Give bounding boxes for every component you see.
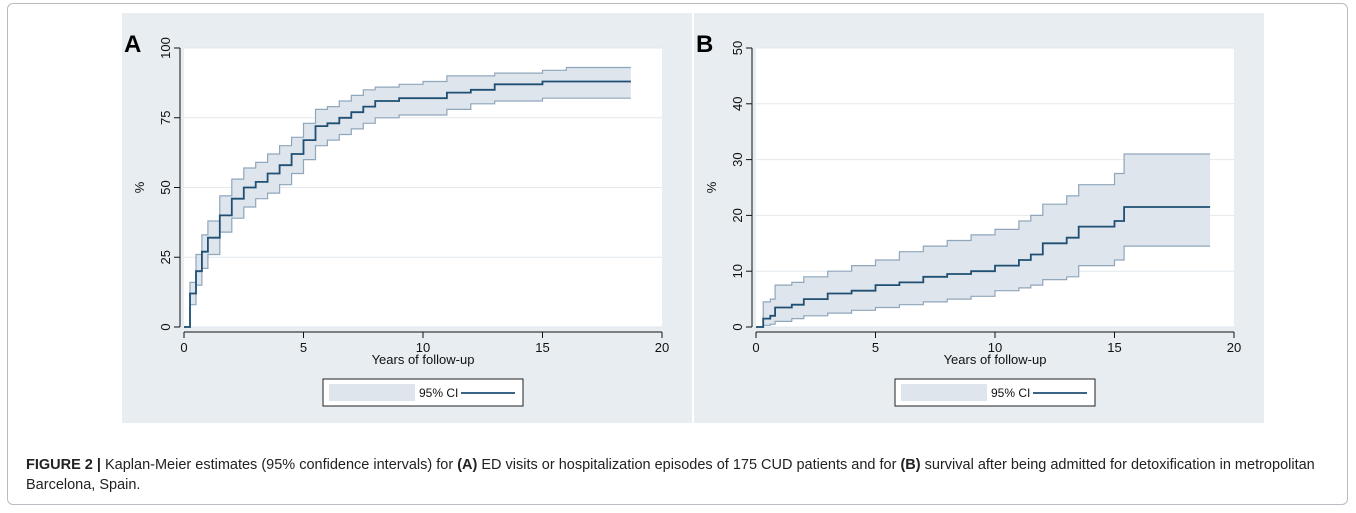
ci-lower-line — [184, 97, 631, 328]
y-axis-title: % — [704, 181, 719, 193]
caption-part-4: survival after being admitted for detoxi… — [26, 457, 1315, 493]
caption-part-2: ED visits or hospitalization episodes of… — [477, 457, 901, 473]
y-tick-label-75: 75 — [158, 111, 173, 125]
x-axis-title: Years of follow-up — [944, 352, 1047, 367]
panel-label-b: B — [696, 31, 713, 58]
y-tick-label-0: 0 — [158, 323, 173, 330]
estimate-line — [756, 206, 1211, 328]
y-tick-label-30: 30 — [730, 152, 745, 166]
y-tick-label-40: 40 — [730, 97, 745, 111]
y-tick-label-0: 0 — [730, 323, 745, 330]
x-tick-label-0: 0 — [752, 340, 759, 355]
ci-band — [184, 67, 631, 327]
x-tick-label-5: 5 — [300, 340, 307, 355]
x-tick-label-15: 15 — [1107, 340, 1121, 355]
figure-caption: FIGURE 2 | Kaplan-Meier estimates (95% c… — [26, 455, 1326, 495]
ci-lower-line — [756, 245, 1211, 328]
y-tick-label-50: 50 — [730, 41, 745, 55]
x-tick-label-10: 10 — [416, 340, 430, 355]
panel-a: 0 25 50 75 100 0 5 10 15 20 A Years of follow-up% 95… — [122, 13, 692, 423]
x-tick-label-20: 20 — [655, 340, 669, 355]
y-tick-label-10: 10 — [730, 264, 745, 278]
figure-frame — [7, 3, 1348, 505]
y-tick-label-25: 25 — [158, 250, 173, 264]
caption-part-3: (B) — [900, 457, 921, 473]
y-tick-label-50: 50 — [158, 180, 173, 194]
estimate-line — [184, 80, 631, 328]
x-tick-label-15: 15 — [535, 340, 549, 355]
ci-upper-line — [756, 153, 1211, 328]
panel-b: 0 10 20 30 40 50 0 5 10 15 20 B Years of follow-up% 9… — [694, 13, 1264, 423]
x-tick-label-20: 20 — [1227, 340, 1241, 355]
x-axis-title: Years of follow-up — [372, 352, 475, 367]
panel-label-a: A — [124, 31, 141, 58]
legend-ci-swatch — [329, 384, 415, 401]
y-tick-label-20: 20 — [730, 208, 745, 222]
caption-part-0: Kaplan-Meier estimates (95% confidence i… — [100, 457, 458, 473]
chart-b-svg: 0 10 20 30 40 50 0 5 10 15 20 B Years of follow-up% 9… — [694, 13, 1264, 423]
ci-band — [756, 154, 1211, 327]
x-tick-label-5: 5 — [872, 340, 879, 355]
legend-ci-label: 95% CI — [991, 386, 1030, 400]
x-tick-label-0: 0 — [180, 340, 187, 355]
ci-upper-line — [184, 66, 631, 328]
x-tick-label-10: 10 — [988, 340, 1002, 355]
legend-ci-swatch — [901, 384, 987, 401]
y-tick-label-100: 100 — [158, 37, 173, 59]
caption-part-1: (A) — [457, 457, 478, 473]
y-axis-title: % — [132, 181, 147, 193]
chart-a-svg: 0 25 50 75 100 0 5 10 15 20 A Years of follow-up% 95… — [122, 13, 692, 423]
caption-label: FIGURE 2 | — [26, 457, 101, 473]
legend-ci-label: 95% CI — [419, 386, 458, 400]
